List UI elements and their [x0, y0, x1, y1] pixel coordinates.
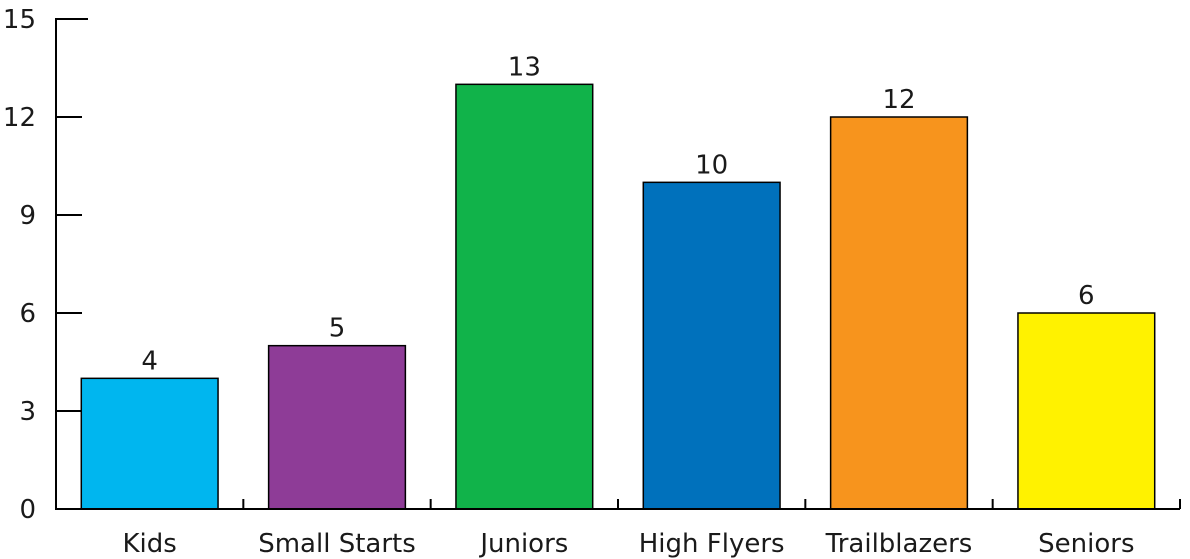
data-label: 5: [329, 314, 346, 344]
category-label: Kids: [123, 529, 177, 559]
bar-seniors: [1017, 312, 1156, 510]
bar-trailblazers: [829, 116, 969, 510]
category-labels: Kids Small Starts Juniors High Flyers Trailb…: [123, 529, 1135, 559]
category-label: Small Starts: [258, 529, 416, 559]
data-labels: 4 5 13 10 12 6: [141, 52, 1094, 376]
data-label: 13: [508, 52, 541, 82]
category-label: High Flyers: [639, 529, 785, 559]
y-tick-label: 9: [19, 201, 36, 231]
category-label: Seniors: [1038, 529, 1134, 559]
bar-high-flyers: [642, 181, 781, 510]
category-label: Trailblazers: [825, 529, 973, 559]
y-tick-label: 15: [3, 5, 36, 35]
bar-small-starts: [267, 344, 407, 510]
bars: [80, 83, 1156, 510]
data-label: 6: [1078, 281, 1095, 311]
x-axis-ticks: [242, 499, 1181, 509]
category-label: Juniors: [478, 529, 568, 559]
data-label: 10: [695, 150, 728, 180]
axes: [55, 18, 1180, 510]
bar-juniors: [455, 83, 594, 510]
y-tick-label: 0: [19, 495, 36, 525]
y-axis-ticks: 0 3 6 9 12 15: [3, 5, 82, 525]
data-label: 12: [882, 85, 915, 115]
bar-kids: [80, 377, 219, 510]
y-tick-label: 3: [19, 397, 36, 427]
y-tick-label: 6: [19, 299, 36, 329]
y-tick-label: 12: [3, 103, 36, 133]
data-label: 4: [141, 346, 158, 376]
